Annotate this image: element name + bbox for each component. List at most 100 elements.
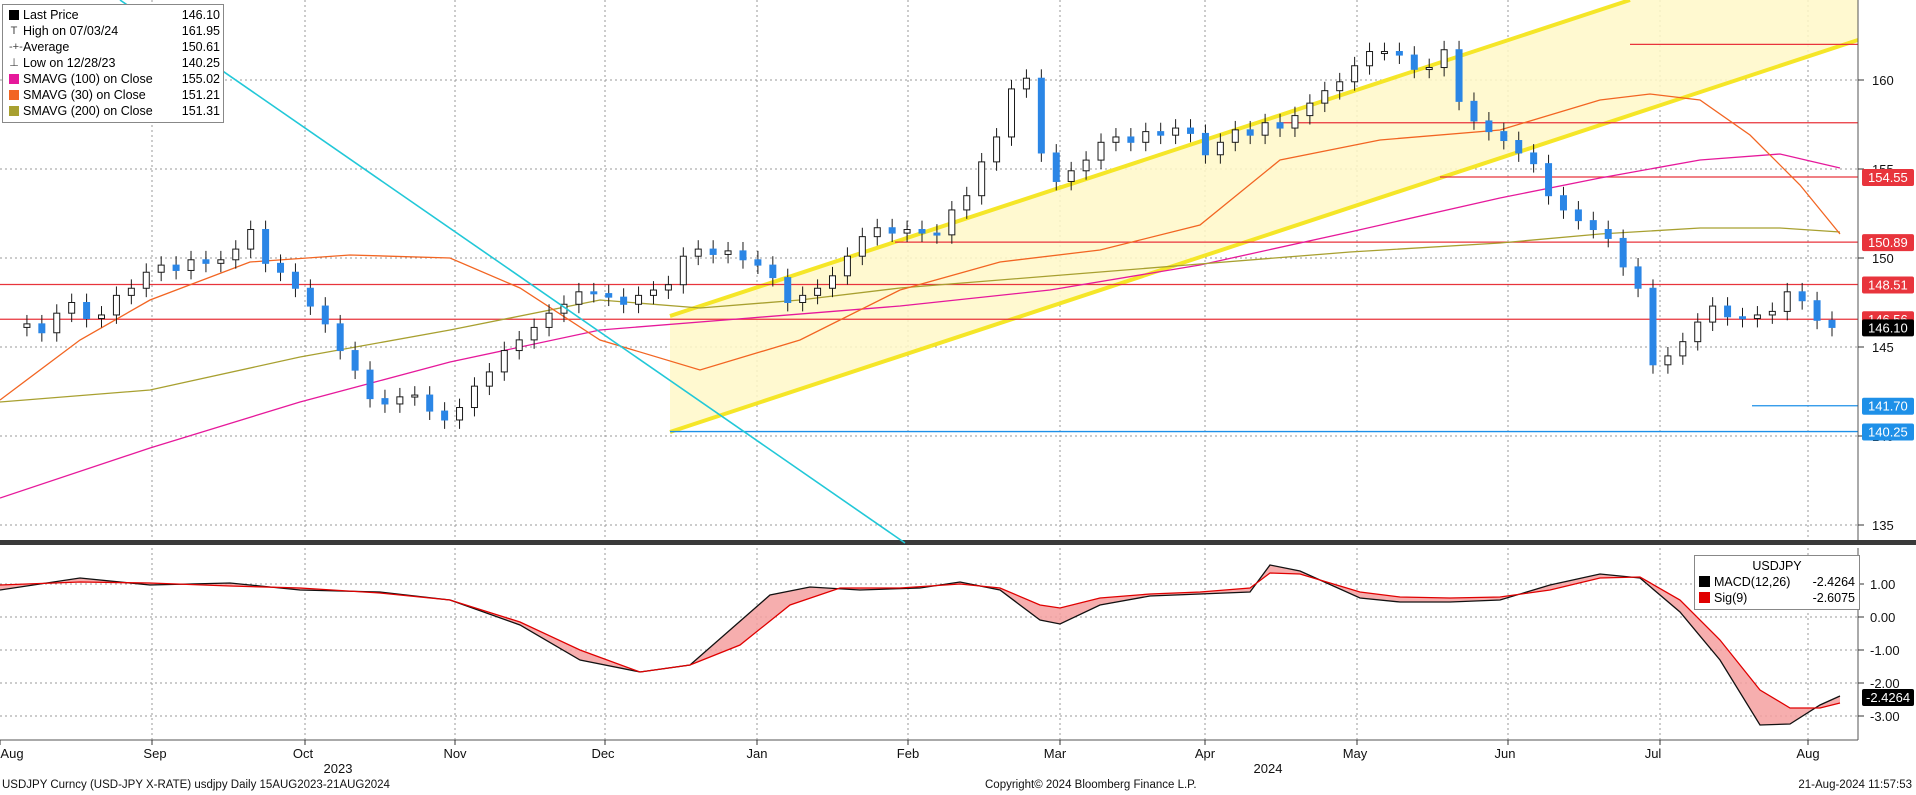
candle-body bbox=[1619, 237, 1627, 268]
yellow-trend-channel bbox=[669, 0, 1859, 434]
candle-body bbox=[485, 371, 493, 387]
candle-body bbox=[828, 275, 836, 289]
month-label: Oct bbox=[293, 746, 314, 761]
month-label: Jul bbox=[1645, 746, 1662, 761]
macd-tag-bg bbox=[1862, 689, 1914, 706]
month-label: Apr bbox=[1195, 746, 1216, 761]
candle-body bbox=[217, 259, 225, 264]
candle-body bbox=[1172, 127, 1180, 136]
candle-body bbox=[1798, 291, 1806, 302]
macd-legend: USDJPY MACD(12,26) -2.4264 Sig(9) -2.607… bbox=[1694, 555, 1860, 610]
candle-body bbox=[620, 296, 628, 305]
price-tick-label: 145 bbox=[1872, 340, 1894, 355]
candle-body bbox=[157, 264, 165, 273]
candle-body bbox=[1380, 51, 1388, 55]
legend-value: 150.61 bbox=[181, 40, 220, 54]
candle-body bbox=[1261, 122, 1269, 136]
candle-body bbox=[1574, 209, 1582, 222]
cyan-trendline bbox=[119, 0, 906, 544]
candle-body bbox=[351, 350, 359, 371]
candle-body bbox=[1366, 51, 1374, 67]
month-label: Jun bbox=[1495, 746, 1516, 761]
candle-body bbox=[1306, 102, 1314, 117]
candle-body bbox=[545, 312, 553, 328]
candle-body bbox=[679, 255, 687, 286]
candle-body bbox=[470, 385, 478, 409]
candle-body bbox=[843, 255, 851, 277]
price-legend: Last Price 146.10 T High on 07/03/24 161.95-… bbox=[2, 4, 224, 123]
candle-body bbox=[1276, 122, 1284, 129]
price-tag-label: 146.10 bbox=[1868, 320, 1908, 335]
price-tag-label: 154.55 bbox=[1868, 170, 1908, 185]
month-label: Sep bbox=[143, 746, 166, 761]
legend-swatch bbox=[9, 106, 19, 116]
price-tag-bg bbox=[1862, 319, 1914, 337]
macd-legend-row-macd: MACD(12,26) -2.4264 bbox=[1699, 574, 1855, 590]
legend-row: SMAVG (30) on Close 151.21 bbox=[6, 87, 220, 103]
candle-body bbox=[202, 259, 210, 264]
candle-body bbox=[709, 248, 717, 255]
panel-divider bbox=[0, 540, 1916, 545]
channel-upper-line bbox=[669, 0, 1631, 318]
candle-body bbox=[262, 229, 270, 264]
legend-swatch: ⊥ bbox=[9, 57, 19, 69]
candle-body bbox=[1530, 152, 1538, 165]
candle-body bbox=[873, 227, 881, 238]
candle-body bbox=[277, 262, 285, 273]
channel-fill bbox=[670, 0, 1858, 432]
sma200-line bbox=[0, 227, 1841, 403]
candle-body bbox=[306, 287, 314, 307]
candle-body bbox=[1052, 152, 1060, 182]
candle-body bbox=[1813, 300, 1821, 321]
signal-line bbox=[0, 572, 1841, 709]
candle-body bbox=[1828, 319, 1836, 328]
macd-tick-label: -1.00 bbox=[1870, 643, 1900, 658]
candle-body bbox=[247, 229, 255, 250]
candle-body bbox=[1649, 287, 1657, 366]
candle-body bbox=[456, 407, 464, 421]
candle-body bbox=[1440, 49, 1448, 69]
candle-body bbox=[1127, 136, 1135, 143]
candle-body bbox=[724, 250, 732, 255]
macd-tick-label: 0.00 bbox=[1870, 610, 1895, 625]
channel-lower-line bbox=[669, 38, 1859, 434]
candle-body bbox=[799, 294, 807, 304]
candlesticks bbox=[23, 40, 1836, 429]
candle-body bbox=[98, 314, 106, 320]
candle-body bbox=[426, 394, 434, 412]
price-tag-label: 140.25 bbox=[1868, 425, 1908, 440]
legend-label: Low on 12/28/23 bbox=[23, 56, 116, 70]
price-tag-bg bbox=[1862, 234, 1914, 252]
candle-body bbox=[1783, 291, 1791, 312]
candle-body bbox=[1709, 305, 1717, 323]
price-tag-bg bbox=[1862, 397, 1914, 415]
legend-swatch: T bbox=[10, 25, 18, 37]
price-tick-label: 150 bbox=[1872, 251, 1894, 266]
legend-row: SMAVG (100) on Close 155.02 bbox=[6, 71, 220, 87]
legend-label: SMAVG (30) on Close bbox=[23, 88, 146, 102]
candle-body bbox=[112, 294, 120, 316]
candle-body bbox=[1664, 355, 1672, 366]
footer-timestamp: 21-Aug-2024 11:57:53 bbox=[1798, 779, 1912, 791]
candle-body bbox=[23, 323, 31, 328]
legend-swatch bbox=[9, 74, 19, 84]
month-label: Nov bbox=[443, 746, 467, 761]
candle-body bbox=[530, 326, 538, 341]
legend-label: High on 07/03/24 bbox=[23, 24, 119, 38]
candle-body bbox=[336, 323, 344, 352]
legend-row: ⊥ Low on 12/28/23 140.25 bbox=[6, 55, 220, 71]
price-axis: 135140145150155160 bbox=[1857, 0, 1894, 540]
price-tag-label: 141.70 bbox=[1868, 399, 1908, 414]
candle-body bbox=[53, 312, 61, 334]
candle-body bbox=[1336, 81, 1344, 92]
macd-tag-label: -2.4264 bbox=[1866, 690, 1910, 705]
candle-body bbox=[381, 398, 389, 405]
candle-body bbox=[963, 195, 971, 211]
candle-body bbox=[858, 236, 866, 257]
sma30-line bbox=[0, 93, 1841, 401]
month-label: Jan bbox=[747, 746, 768, 761]
macd-value: -2.4264 bbox=[1812, 575, 1855, 589]
candle-body bbox=[903, 229, 911, 234]
legend-value: 155.02 bbox=[181, 72, 220, 86]
macd-swatch bbox=[1699, 576, 1710, 587]
